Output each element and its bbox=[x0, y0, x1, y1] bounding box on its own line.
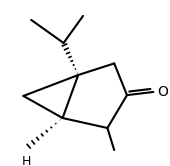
Text: O: O bbox=[158, 85, 168, 99]
Text: H: H bbox=[22, 155, 31, 166]
